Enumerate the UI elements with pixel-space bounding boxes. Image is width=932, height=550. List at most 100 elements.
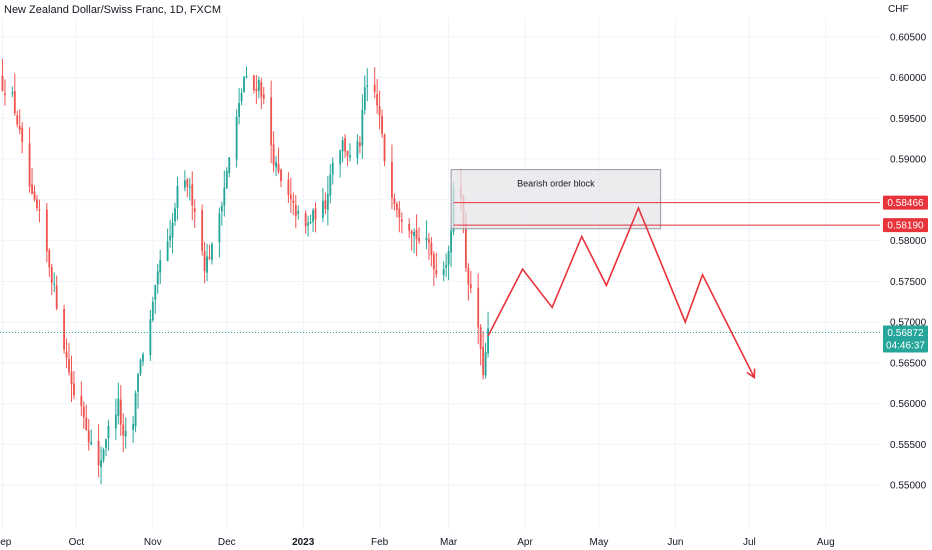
level-price-tag-text: 0.58466: [887, 198, 924, 209]
candle: [186, 178, 189, 198]
candle: [73, 371, 75, 400]
candle-body: [314, 208, 317, 220]
candle: [381, 109, 383, 138]
candle-body: [376, 94, 379, 106]
order-block-box: [450, 169, 662, 230]
candle-body: [114, 414, 117, 429]
candle-body: [280, 169, 282, 182]
candle-body: [363, 87, 366, 110]
candle: [469, 270, 472, 294]
candle: [169, 219, 172, 248]
candle-body: [326, 193, 329, 210]
candle-body: [122, 424, 125, 436]
candle-body: [427, 239, 430, 243]
candle-body: [38, 209, 41, 211]
candle: [477, 273, 480, 344]
candle-body: [171, 222, 174, 238]
candle: [4, 79, 6, 106]
candle-body: [260, 82, 263, 97]
candle-body: [151, 301, 154, 320]
candle-body: [36, 199, 38, 209]
candle-body: [373, 84, 376, 92]
candle: [70, 355, 73, 403]
candle-body: [243, 77, 245, 93]
candle-body: [378, 106, 381, 116]
time-axis[interactable]: Sep Oct Nov Dec 2023 Feb Mar Apr May Jun Jul Aug: [0, 537, 835, 548]
candle: [13, 73, 16, 116]
candle: [82, 401, 85, 429]
candle-body: [430, 242, 433, 256]
candle-body: [48, 250, 51, 268]
candle: [243, 75, 245, 93]
candle-body: [208, 256, 211, 259]
candle-body: [294, 204, 297, 217]
candle-body: [393, 197, 396, 204]
candle: [484, 342, 487, 379]
y-tick-label: 0.60000: [890, 73, 927, 84]
candle: [349, 143, 351, 162]
candle-body: [262, 94, 265, 99]
candle: [122, 413, 125, 452]
candle: [425, 220, 428, 250]
candle: [482, 331, 485, 380]
countdown-text: 04:46:37: [886, 341, 925, 352]
candle: [45, 202, 48, 263]
candle-body: [395, 203, 398, 210]
candle-body: [100, 460, 102, 467]
candle-body: [13, 91, 16, 114]
candle-body: [445, 264, 448, 268]
candle-body: [134, 392, 137, 427]
candle: [314, 202, 317, 233]
candle: [105, 438, 107, 456]
candle: [292, 192, 295, 216]
grid: [0, 18, 880, 530]
candle-body: [21, 127, 24, 143]
candle: [479, 324, 482, 366]
candle-body: [203, 251, 206, 272]
candle-body: [484, 352, 487, 376]
candle: [432, 251, 435, 286]
candle-body: [447, 251, 450, 265]
candle-body: [191, 184, 194, 206]
candle: [18, 109, 21, 135]
candle-body: [275, 162, 278, 168]
candle-body: [270, 97, 273, 146]
candle-body: [218, 213, 221, 243]
candle-body: [312, 210, 314, 222]
candle: [326, 176, 329, 226]
price-axis[interactable]: 0.605000.600000.595000.590000.585000.580…: [890, 32, 927, 491]
candle: [398, 201, 401, 233]
candle: [137, 372, 139, 409]
candle-body: [307, 222, 310, 226]
candle: [339, 149, 342, 178]
candle: [341, 136, 344, 163]
candle-body: [410, 231, 413, 235]
candle: [183, 170, 186, 192]
candle: [102, 447, 105, 463]
candle: [363, 75, 366, 115]
candle: [445, 253, 448, 278]
candle-body: [344, 138, 347, 152]
candle-body: [206, 256, 208, 273]
candle: [85, 404, 88, 431]
candle-body: [339, 150, 342, 165]
candle-body: [220, 205, 223, 212]
candle-body: [418, 238, 420, 242]
candle-body: [442, 269, 445, 276]
candle: [391, 144, 393, 210]
candle-body: [176, 186, 179, 208]
y-tick-label: 0.55000: [890, 481, 927, 492]
candle: [245, 66, 248, 79]
candle: [191, 171, 194, 221]
candle: [358, 136, 361, 154]
last-price-tag-text: 0.56872: [887, 328, 924, 339]
candle-body: [341, 140, 344, 152]
candle-body: [45, 209, 48, 252]
candle-body: [55, 285, 58, 309]
y-tick-label: 0.59000: [890, 155, 927, 166]
candle: [117, 382, 120, 425]
annotations[interactable]: Bearish order block: [0, 169, 880, 380]
candle-body: [73, 383, 75, 396]
y-tick-label: 0.57500: [890, 277, 927, 288]
